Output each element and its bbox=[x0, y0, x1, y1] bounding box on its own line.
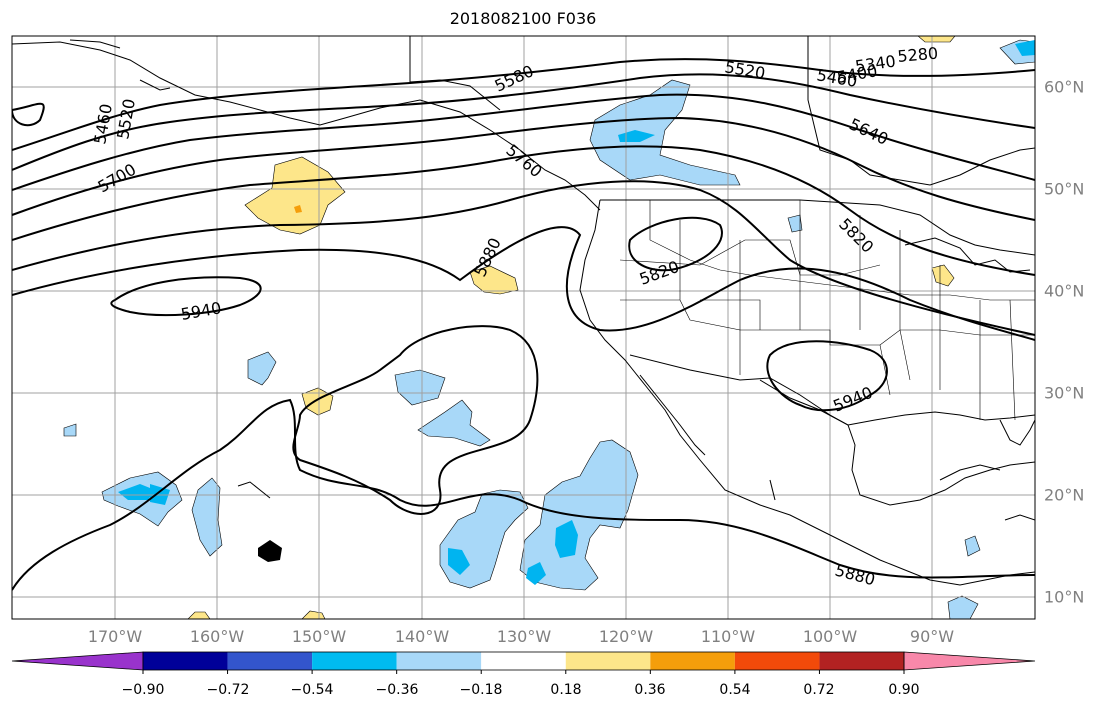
map-title: 2018082100 F036 bbox=[449, 9, 597, 28]
contour-label: 5580 bbox=[492, 61, 537, 95]
colorbar-tick-label: 0.18 bbox=[550, 682, 582, 698]
negative-anomaly-core bbox=[555, 520, 578, 558]
positive-anomaly-region bbox=[931, 264, 955, 287]
negative-anomaly-region bbox=[519, 439, 639, 591]
longitude-label: 120°W bbox=[598, 627, 654, 646]
negative-anomaly-core bbox=[448, 548, 470, 575]
positive-anomaly-region bbox=[469, 265, 519, 295]
colorbar-segment bbox=[312, 652, 397, 670]
colorbar-tick-label: −0.72 bbox=[206, 682, 250, 698]
map-frame bbox=[11, 35, 1036, 620]
negative-anomaly-region bbox=[589, 79, 741, 186]
colorbar-segment bbox=[734, 652, 820, 670]
longitude-label: 110°W bbox=[700, 627, 756, 646]
colorbar-segment bbox=[227, 652, 313, 670]
longitude-label: 160°W bbox=[189, 627, 245, 646]
colorbar-segment bbox=[481, 652, 566, 670]
contour-label: 5460 bbox=[90, 102, 116, 145]
negative-anomaly-core bbox=[526, 562, 546, 585]
latitude-label: 60°N bbox=[1044, 77, 1085, 97]
strong-negative-blob bbox=[258, 540, 282, 562]
colorbar-segment bbox=[565, 652, 651, 670]
latitude-label: 30°N bbox=[1044, 383, 1085, 403]
negative-anomaly-region bbox=[417, 399, 491, 447]
height-contours bbox=[12, 58, 1035, 591]
contour-label: 5940 bbox=[179, 298, 222, 324]
colorbar-outline bbox=[142, 651, 905, 671]
longitude-label: 150°W bbox=[291, 627, 347, 646]
contour-label: 5520 bbox=[723, 57, 766, 83]
latitude-label: 50°N bbox=[1044, 179, 1085, 199]
longitude-label: 100°W bbox=[802, 627, 858, 646]
positive-anomaly-region bbox=[917, 36, 956, 43]
contour-label: 5700 bbox=[95, 160, 140, 197]
contour-label: 5880 bbox=[833, 561, 877, 590]
longitude-label: 90°W bbox=[909, 627, 955, 646]
contour-label: 5640 bbox=[846, 114, 891, 148]
colorbar-tick-label: −0.36 bbox=[375, 682, 419, 698]
longitude-label: 140°W bbox=[394, 627, 450, 646]
colorbar-segment bbox=[396, 652, 482, 670]
negative-anomaly-core bbox=[1015, 40, 1035, 56]
negative-anomaly-region bbox=[787, 214, 803, 233]
contour-labels: 5280 5340 5400 5460 5520 5580 5640 5700 … bbox=[90, 44, 939, 590]
negative-anomaly-region bbox=[191, 477, 223, 557]
contour-label: 5280 bbox=[897, 44, 939, 66]
colorbar-segment bbox=[143, 652, 228, 670]
negative-anomaly-region bbox=[439, 489, 529, 589]
negative-anomaly-region bbox=[964, 535, 981, 557]
colorbar-extend-high bbox=[903, 651, 1036, 671]
latitude-label: 10°N bbox=[1044, 587, 1085, 607]
colorbar-segment bbox=[650, 652, 735, 670]
positive-anomaly-region bbox=[301, 387, 334, 416]
colorbar-segment bbox=[819, 652, 904, 670]
longitude-label: 130°W bbox=[496, 627, 552, 646]
colorbar-tick-label: 0.90 bbox=[888, 682, 920, 698]
positive-anomaly-region bbox=[301, 610, 326, 619]
contour-label: 5520 bbox=[113, 97, 139, 140]
contour-label: 5820 bbox=[835, 214, 877, 256]
colorbar-tick-label: −0.90 bbox=[121, 682, 165, 698]
negative-anomaly-core bbox=[618, 130, 655, 142]
negative-anomaly-core bbox=[118, 484, 155, 500]
positive-anomaly-core bbox=[294, 205, 302, 213]
colorbar-extend-low bbox=[11, 651, 144, 671]
colorbar-tick-label: 0.36 bbox=[634, 682, 666, 698]
colorbar-tick-label: −0.54 bbox=[290, 682, 334, 698]
positive-anomaly-region bbox=[244, 156, 346, 235]
colorbar-tick-label: −0.18 bbox=[459, 682, 503, 698]
colorbar-tick-label: 0.54 bbox=[719, 682, 751, 698]
shading-layer bbox=[63, 36, 1035, 619]
contour-label: 5940 bbox=[830, 383, 875, 416]
negative-anomaly-region bbox=[63, 423, 77, 437]
negative-anomaly-region bbox=[247, 351, 277, 386]
latitude-label: 40°N bbox=[1044, 281, 1085, 301]
negative-anomaly-region bbox=[947, 595, 979, 619]
latitude-label: 20°N bbox=[1044, 485, 1085, 505]
negative-anomaly-region bbox=[394, 369, 446, 406]
colorbar bbox=[11, 651, 1036, 674]
state-borders bbox=[619, 200, 1035, 421]
longitude-label: 170°W bbox=[87, 627, 143, 646]
colorbar-tick-label: 0.72 bbox=[803, 682, 835, 698]
positive-anomaly-region bbox=[187, 611, 211, 619]
